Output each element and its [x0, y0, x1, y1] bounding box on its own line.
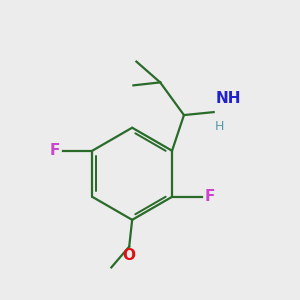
Text: H: H: [215, 119, 224, 133]
Text: O: O: [123, 248, 136, 263]
Text: F: F: [204, 189, 214, 204]
Text: NH: NH: [215, 91, 241, 106]
Text: F: F: [50, 143, 60, 158]
